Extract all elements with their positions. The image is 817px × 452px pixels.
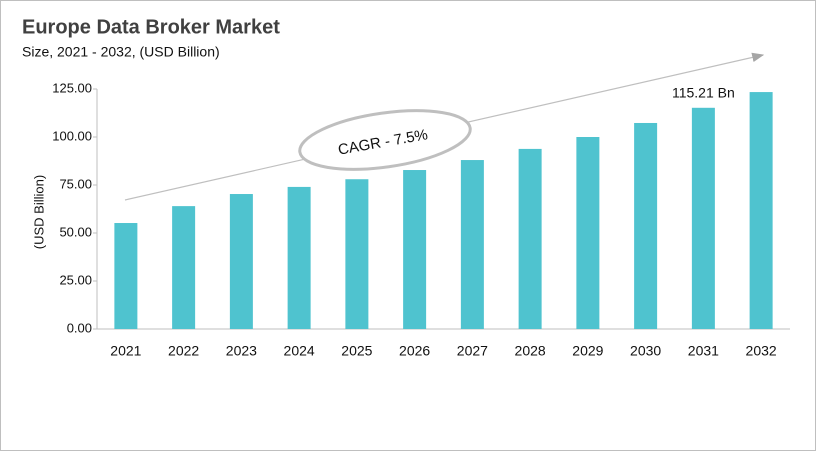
x-tick-label: 2031 xyxy=(688,343,719,359)
x-tick-label: 2021 xyxy=(110,343,141,359)
bar xyxy=(576,137,600,329)
cagr-ellipse xyxy=(298,109,472,171)
bar xyxy=(229,194,253,329)
x-tick-label: 2028 xyxy=(515,343,546,359)
y-tick-label: 75.00 xyxy=(59,176,92,191)
chart-title: Europe Data Broker Market xyxy=(22,16,280,38)
y-tick-label: 0.00 xyxy=(67,320,92,335)
x-tick-label: 2025 xyxy=(341,343,372,359)
y-axis-title: (USD Billion) xyxy=(31,175,46,249)
chart-subtitle: Size, 2021 - 2032, (USD Billion) xyxy=(22,44,220,60)
bar xyxy=(172,206,196,329)
x-tick-label: 2023 xyxy=(226,343,257,359)
bar xyxy=(114,223,138,329)
x-tick-label: 2022 xyxy=(168,343,199,359)
y-tick-label: 25.00 xyxy=(59,272,92,287)
x-tick-label: 2024 xyxy=(284,343,315,359)
bar xyxy=(634,122,658,329)
y-tick-label: 100.00 xyxy=(52,128,92,143)
bar xyxy=(518,148,542,329)
bar xyxy=(749,92,773,330)
x-tick-label: 2032 xyxy=(746,343,777,359)
bar xyxy=(287,186,311,329)
bar xyxy=(460,160,484,329)
x-tick-label: 2026 xyxy=(399,343,430,359)
x-tick-label: 2030 xyxy=(630,343,661,359)
bar xyxy=(345,179,369,329)
y-tick-label: 125.00 xyxy=(52,80,92,95)
bar xyxy=(403,170,427,329)
data-label: 115.21 Bn xyxy=(672,84,735,100)
x-tick-label: 2029 xyxy=(572,343,603,359)
y-tick-label: 50.00 xyxy=(59,224,92,239)
bar xyxy=(691,107,715,329)
x-tick-label: 2027 xyxy=(457,343,488,359)
